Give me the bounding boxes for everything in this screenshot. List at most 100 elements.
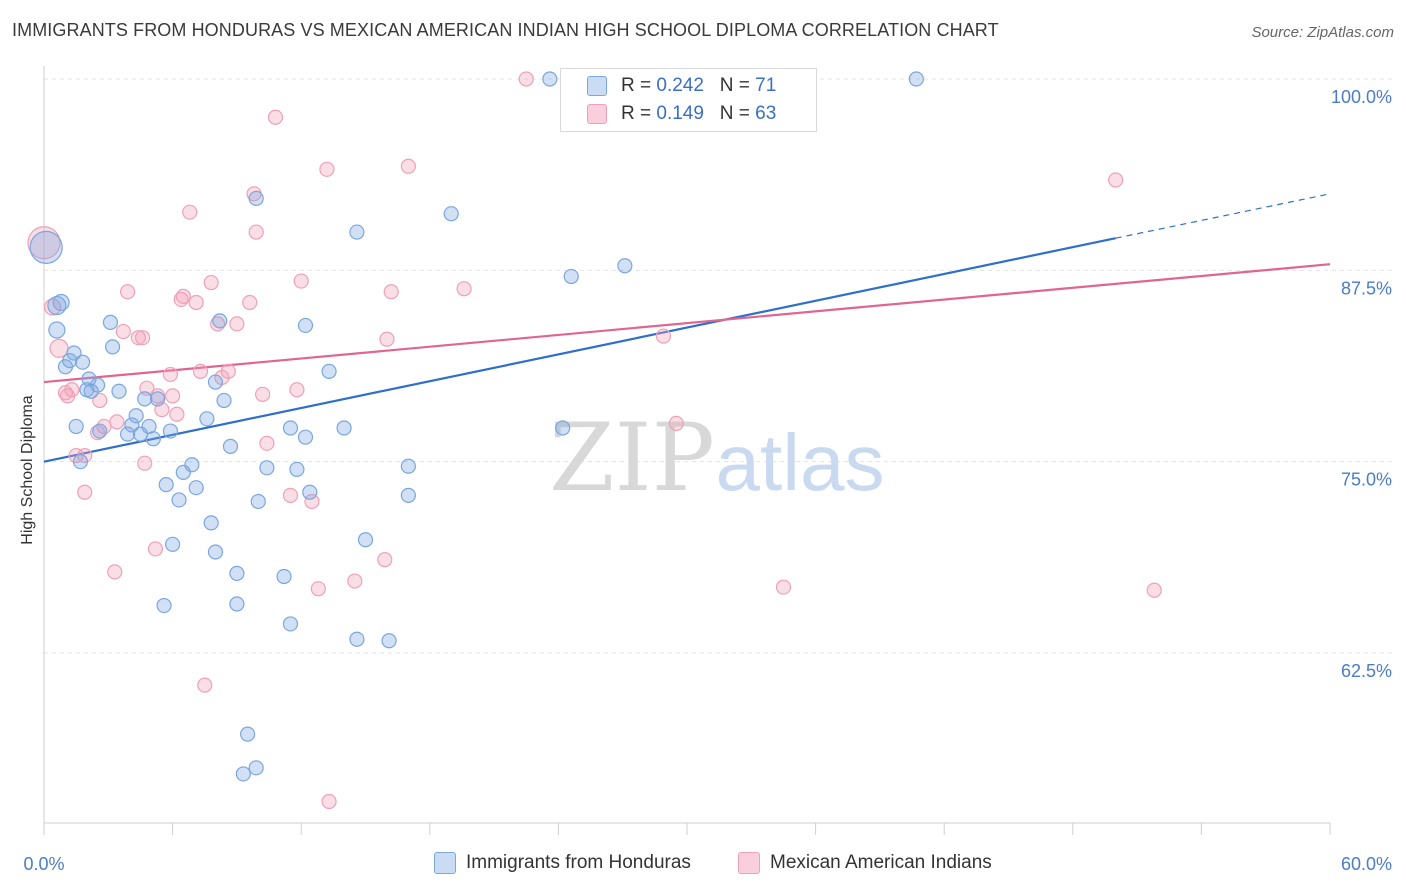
data-point-honduras bbox=[229, 596, 245, 612]
data-point-mexican bbox=[182, 204, 198, 220]
data-point-honduras bbox=[137, 391, 153, 407]
data-point-honduras bbox=[128, 408, 144, 424]
data-point-honduras bbox=[124, 417, 140, 433]
legend-r-value: 0.149 bbox=[656, 103, 704, 124]
data-point-honduras bbox=[203, 515, 219, 531]
data-point-honduras bbox=[443, 206, 459, 222]
data-point-honduras bbox=[156, 597, 172, 614]
y-tick-label: 100.0% bbox=[1331, 87, 1392, 107]
tick-labels: 62.5% 75.0% 87.5% 100.0% 0.0% 60.0% bbox=[23, 87, 1392, 874]
stats-legend: R = 0.242 N = 71 R = 0.149 N = 63 bbox=[560, 68, 817, 132]
data-point-honduras bbox=[149, 391, 166, 407]
axes bbox=[43, 66, 1331, 835]
data-point-mexican bbox=[248, 224, 264, 240]
data-point-honduras bbox=[188, 480, 204, 496]
data-point-mexican bbox=[188, 294, 204, 311]
data-point-honduras bbox=[229, 565, 245, 582]
data-point-honduras bbox=[207, 544, 224, 560]
data-point-honduras bbox=[66, 345, 82, 361]
data-point-mexican bbox=[321, 793, 337, 810]
data-point-honduras bbox=[199, 411, 215, 427]
data-point-mexican bbox=[310, 581, 326, 597]
data-point-honduras bbox=[555, 420, 571, 436]
data-point-mexican bbox=[255, 386, 271, 402]
legend-n-value: 63 bbox=[755, 103, 777, 124]
data-point-honduras bbox=[29, 230, 63, 264]
data-point-mexican bbox=[319, 161, 335, 177]
data-point-honduras bbox=[111, 383, 127, 399]
bottom-legend-mexican: Mexican American Indians bbox=[738, 852, 992, 874]
legend-swatch-pink bbox=[587, 104, 607, 124]
data-point-honduras bbox=[89, 377, 106, 393]
data-point-mexican bbox=[107, 564, 123, 580]
grid-lines bbox=[44, 78, 1395, 654]
data-point-mexican bbox=[175, 288, 191, 304]
data-point-honduras bbox=[102, 314, 119, 330]
data-point-honduras bbox=[74, 354, 91, 370]
data-point-honduras bbox=[145, 431, 161, 447]
data-point-honduras bbox=[400, 458, 416, 474]
data-point-honduras bbox=[48, 321, 66, 339]
bottom-legend-swatch-blue bbox=[434, 852, 456, 874]
legend-n-label: N = bbox=[719, 103, 756, 124]
data-point-honduras bbox=[282, 616, 299, 632]
data-point-mexican bbox=[119, 284, 136, 300]
bottom-legend-honduras: Immigrants from Honduras bbox=[434, 852, 691, 874]
data-point-honduras bbox=[250, 493, 266, 510]
data-point-mexican bbox=[668, 415, 684, 431]
legend-swatch-blue bbox=[587, 76, 607, 96]
y-tick-label: 87.5% bbox=[1341, 278, 1392, 298]
data-point-mexican bbox=[377, 552, 393, 568]
legend-r-value: 0.242 bbox=[656, 75, 704, 96]
series-immigrants-from-honduras bbox=[29, 71, 924, 782]
data-point-honduras bbox=[184, 457, 200, 473]
data-point-mexican bbox=[162, 366, 179, 383]
bottom-legend-label-mexican: Mexican American Indians bbox=[770, 852, 992, 873]
watermark-atlas: atlas bbox=[716, 418, 885, 507]
data-point-honduras bbox=[259, 460, 275, 476]
data-point-honduras bbox=[381, 633, 397, 649]
data-point-honduras bbox=[321, 363, 337, 379]
y-axis-label: High School Diploma bbox=[19, 395, 36, 545]
data-point-honduras bbox=[57, 359, 74, 375]
data-point-mexican bbox=[282, 487, 299, 503]
data-point-mexican bbox=[383, 284, 399, 300]
data-point-mexican bbox=[203, 274, 219, 291]
data-point-mexican bbox=[115, 323, 131, 340]
trend-line-mexican bbox=[43, 263, 1331, 384]
legend-r-label: R = bbox=[621, 75, 657, 96]
data-point-honduras bbox=[248, 760, 264, 776]
data-point-honduras bbox=[357, 532, 374, 548]
bottom-legend-label-honduras: Immigrants from Honduras bbox=[466, 852, 691, 873]
data-point-mexican bbox=[64, 382, 80, 398]
data-point-mexican bbox=[655, 328, 672, 344]
data-point-mexican bbox=[147, 541, 164, 557]
data-point-mexican bbox=[169, 406, 185, 422]
data-point-honduras bbox=[119, 426, 136, 442]
data-point-mexican bbox=[134, 330, 151, 346]
data-point-mexican bbox=[130, 330, 146, 346]
data-point-honduras bbox=[165, 536, 181, 552]
data-point-mexican bbox=[1108, 172, 1124, 188]
data-point-mexican bbox=[400, 158, 416, 174]
data-point-mexican bbox=[242, 294, 258, 311]
data-point-honduras bbox=[235, 766, 251, 782]
data-point-mexican bbox=[92, 392, 108, 409]
data-point-mexican bbox=[1146, 582, 1162, 598]
data-point-honduras bbox=[158, 477, 174, 493]
legend-n-value: 71 bbox=[755, 75, 777, 96]
data-point-honduras bbox=[72, 454, 89, 470]
data-point-honduras bbox=[617, 258, 633, 274]
data-point-honduras bbox=[240, 726, 256, 742]
data-point-honduras bbox=[282, 420, 299, 436]
x-tick-label: 60.0% bbox=[1341, 854, 1392, 874]
y-tick-label: 75.0% bbox=[1341, 470, 1392, 490]
data-point-mexican bbox=[267, 109, 284, 125]
watermark: ZIP atlas bbox=[549, 404, 884, 513]
data-point-honduras bbox=[248, 190, 264, 206]
data-point-mexican bbox=[518, 71, 534, 87]
data-point-honduras bbox=[297, 317, 314, 334]
data-point-honduras bbox=[276, 568, 292, 585]
data-point-honduras bbox=[212, 313, 228, 329]
